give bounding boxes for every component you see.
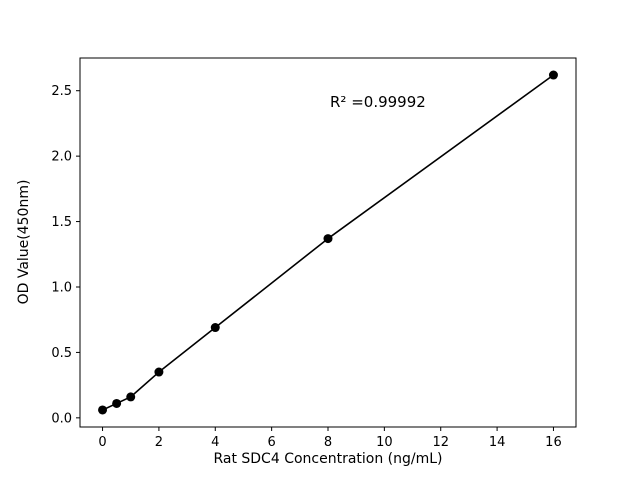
x-tick-label: 12	[432, 435, 449, 450]
y-tick-label: 0.0	[51, 411, 72, 426]
y-tick-label: 1.0	[51, 280, 72, 295]
r-squared-annotation: R² =0.99992	[330, 93, 426, 111]
y-axis-label: OD Value(450nm)	[16, 180, 32, 305]
x-tick-label: 14	[489, 435, 506, 450]
data-point	[112, 398, 122, 408]
x-tick-label: 0	[98, 435, 106, 450]
data-point	[323, 234, 333, 244]
y-tick-label: 2.5	[51, 84, 72, 99]
data-points-group	[98, 70, 558, 415]
x-tick-label: 8	[324, 435, 332, 450]
x-tick-label: 2	[155, 435, 163, 450]
y-tick-label: 0.5	[51, 346, 72, 361]
axis-ticks: 0 2 4 6 8 10 12 14 16 0.0 0.5 1.0 1.5 2.0 2.5	[51, 84, 561, 450]
x-tick-label: 6	[267, 435, 275, 450]
data-point	[126, 392, 136, 402]
x-axis-label: Rat SDC4 Concentration (ng/mL)	[213, 451, 442, 467]
data-point	[154, 367, 164, 377]
y-tick-label: 1.5	[51, 215, 72, 230]
data-point	[210, 323, 220, 333]
y-tick-label: 2.0	[51, 150, 72, 165]
x-tick-label: 10	[376, 435, 393, 450]
x-tick-label: 4	[211, 435, 219, 450]
x-tick-label: 16	[545, 435, 562, 450]
data-point	[98, 405, 108, 415]
data-point	[548, 70, 558, 80]
